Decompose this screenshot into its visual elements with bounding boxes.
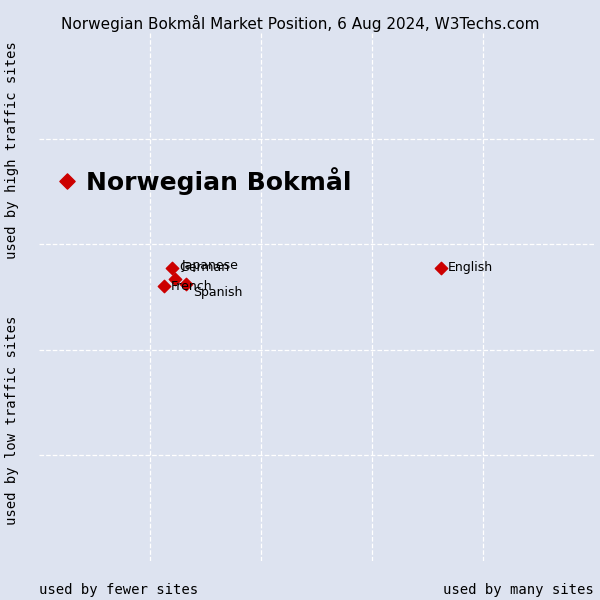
Text: German: German [179,262,229,274]
Text: Norwegian Bokmål: Norwegian Bokmål [86,167,352,195]
Point [167,263,177,273]
Text: English: English [448,262,493,274]
Point [437,263,446,273]
Point [170,274,180,283]
Point [181,279,191,289]
Text: Japanese: Japanese [182,259,239,272]
Text: used by many sites: used by many sites [443,583,594,597]
Text: used by low traffic sites: used by low traffic sites [5,316,19,524]
Text: used by fewer sites: used by fewer sites [39,583,198,597]
Point [159,281,169,291]
Point [62,176,71,185]
Text: Spanish: Spanish [193,286,242,299]
Text: used by high traffic sites: used by high traffic sites [5,41,19,259]
Text: French: French [170,280,212,293]
Text: Norwegian Bokmål Market Position, 6 Aug 2024, W3Techs.com: Norwegian Bokmål Market Position, 6 Aug … [61,15,539,32]
